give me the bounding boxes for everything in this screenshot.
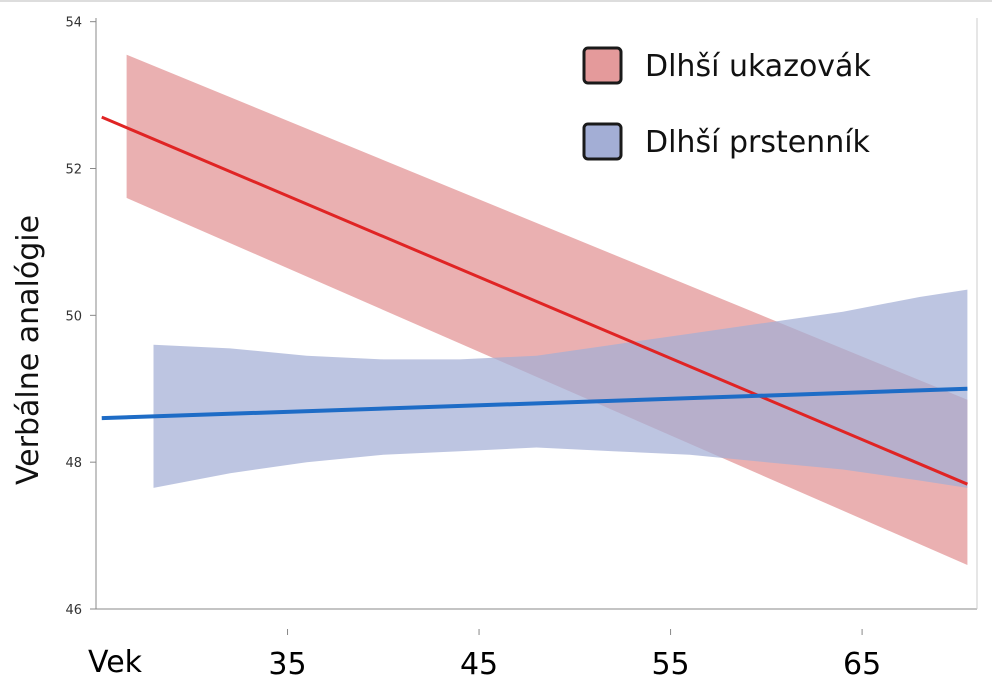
- legend: Dlhší ukazovák Dlhší prstenník: [582, 46, 871, 161]
- y-tick-label: 50: [65, 309, 82, 324]
- legend-item-dlhsi-prstennik-label: Dlhší prstenník: [645, 125, 871, 160]
- legend-item-dlhsi-ukazovak: Dlhší ukazovák: [582, 46, 871, 85]
- y-axis-title: Verbálne analógie: [11, 215, 46, 485]
- y-tick-label: 54: [65, 16, 82, 31]
- y-ticks: 46 48 50 52 54: [65, 16, 96, 618]
- series-dlhsi-prstennik-trend-line: [101, 386, 968, 421]
- series-dlhsi-ukazovak-trend-line: [101, 115, 969, 486]
- confidence-bands: [126, 54, 968, 565]
- y-tick-label: 52: [65, 163, 82, 178]
- series-dlhsi-prstennik-confidence-band: [153, 289, 968, 488]
- legend-item-dlhsi-prstennik-swatch: [582, 122, 623, 161]
- y-tick-label: 48: [65, 456, 82, 471]
- trend-lines: [101, 115, 969, 486]
- legend-item-dlhsi-ukazovak-swatch: [582, 46, 623, 85]
- axes: [0, 0, 992, 610]
- x-ticks: 35 45 55 65: [268, 629, 881, 682]
- x-tick-label: 55: [651, 647, 689, 682]
- x-tick-label: 65: [843, 647, 881, 682]
- legend-item-dlhsi-ukazovak-label: Dlhší ukazovák: [645, 49, 871, 84]
- x-tick-label: 45: [460, 647, 498, 682]
- x-axis-title: Vek: [88, 645, 143, 680]
- x-tick-label: 35: [268, 647, 306, 682]
- y-tick-label: 46: [65, 603, 82, 618]
- legend-item-dlhsi-prstennik: Dlhší prstenník: [582, 122, 871, 161]
